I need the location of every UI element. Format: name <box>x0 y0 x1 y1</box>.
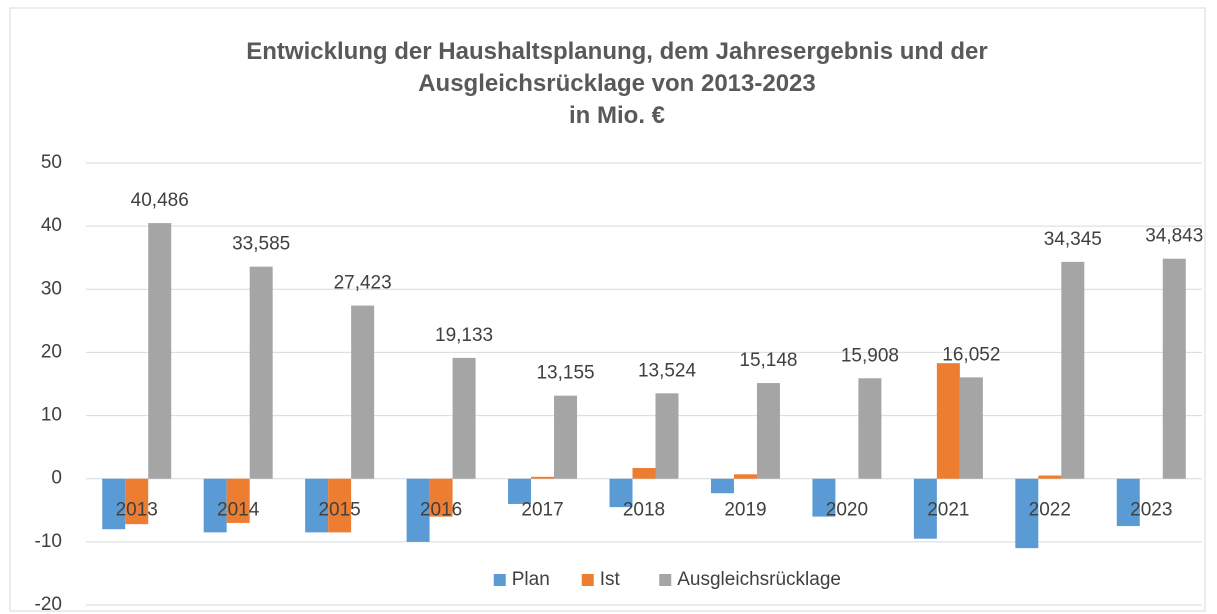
bar <box>858 378 882 479</box>
value-label: 34,345 <box>1044 229 1102 250</box>
x-tick-label: 2014 <box>217 500 260 521</box>
y-tick-label: 40 <box>41 215 62 236</box>
bar <box>1162 258 1186 479</box>
bar <box>554 395 578 479</box>
bar <box>406 478 430 542</box>
bar <box>226 478 250 523</box>
value-label: 40,486 <box>131 190 189 211</box>
bar <box>429 478 453 517</box>
x-tick-label: 2017 <box>521 500 563 521</box>
y-tick-label: 50 <box>41 152 62 173</box>
y-tick-label: -20 <box>35 594 62 614</box>
bar <box>148 223 172 479</box>
value-label: 16,052 <box>942 344 1000 365</box>
x-tick-label: 2022 <box>1029 500 1071 521</box>
legend-label: Ist <box>600 569 621 590</box>
x-tick-label: 2020 <box>826 500 868 521</box>
x-tick-label: 2016 <box>420 500 462 521</box>
bar <box>812 478 836 517</box>
y-tick-label: 10 <box>41 405 62 426</box>
value-label: 33,585 <box>232 234 290 255</box>
bar <box>125 478 149 525</box>
bar <box>508 478 532 504</box>
legend-swatch <box>659 574 672 586</box>
y-tick-label: -10 <box>35 531 62 552</box>
bar <box>959 377 983 479</box>
bar <box>710 478 734 494</box>
value-label: 27,423 <box>334 273 392 294</box>
y-tick-label: 20 <box>41 341 62 362</box>
bar <box>203 478 227 533</box>
bar <box>913 478 937 539</box>
bar <box>531 476 555 479</box>
bar <box>351 305 375 479</box>
value-label: 34,843 <box>1145 226 1203 247</box>
value-label: 15,148 <box>739 350 797 371</box>
legend-swatch <box>581 574 594 586</box>
legend-swatch <box>493 574 506 586</box>
bar <box>1038 475 1062 479</box>
bar <box>328 478 352 533</box>
bar <box>1116 478 1140 527</box>
y-tick-label: 0 <box>51 468 62 489</box>
bar <box>452 357 476 479</box>
value-label: 19,133 <box>435 325 493 346</box>
x-tick-label: 2013 <box>116 500 158 521</box>
legend-label: Plan <box>512 569 550 590</box>
bar <box>756 383 780 479</box>
value-label: 15,908 <box>841 345 899 366</box>
x-tick-label: 2021 <box>927 500 969 521</box>
bar <box>733 474 757 479</box>
x-tick-label: 2018 <box>623 500 665 521</box>
bar <box>1015 478 1039 549</box>
y-tick-label: 30 <box>41 278 62 299</box>
value-label: 13,524 <box>638 360 697 381</box>
x-tick-label: 2015 <box>318 500 360 521</box>
bar <box>305 478 329 533</box>
chart-border <box>9 7 1206 612</box>
bar <box>632 467 656 479</box>
x-tick-label: 2023 <box>1130 500 1172 521</box>
bar <box>1061 261 1085 479</box>
bar <box>609 478 633 508</box>
bar <box>102 478 126 530</box>
bar <box>249 266 273 479</box>
chart-subtitle: in Mio. € <box>569 102 665 129</box>
x-tick-label: 2019 <box>724 500 766 521</box>
bar <box>655 393 679 479</box>
chart-title: Entwicklung der Haushaltsplanung, dem Ja… <box>246 38 988 97</box>
value-label: 13,155 <box>536 363 594 384</box>
bar <box>936 363 960 479</box>
legend-label: Ausgleichsrücklage <box>677 569 841 590</box>
